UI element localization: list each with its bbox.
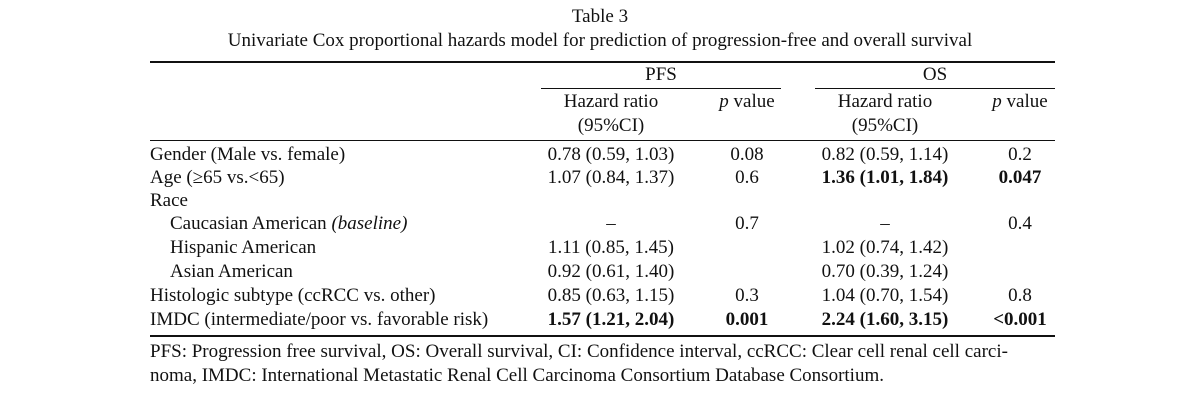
header-rule bbox=[150, 140, 1055, 141]
row-caucasian-pfs-hr: – bbox=[606, 213, 616, 234]
table-footnote: PFS: Progression free survival, OS: Over… bbox=[150, 340, 1055, 388]
row-histologic-label: Histologic subtype (ccRCC vs. other) bbox=[150, 285, 436, 306]
pfs-p-value-header: p value bbox=[712, 90, 782, 114]
pfs-group-underline bbox=[541, 88, 781, 89]
row-age-os-hr: 1.36 (1.01, 1.84) bbox=[821, 167, 949, 188]
os-group-header: OS bbox=[922, 64, 948, 85]
row-asian-os-hr: 0.70 (0.39, 1.24) bbox=[821, 261, 949, 282]
row-gender-os-hr: 0.82 (0.59, 1.14) bbox=[821, 144, 949, 165]
row-age-pfs-p: 0.6 bbox=[735, 167, 759, 188]
row-caucasian-label: Caucasian American (baseline) bbox=[170, 213, 407, 235]
row-asian-pfs-hr: 0.92 (0.61, 1.40) bbox=[547, 261, 675, 282]
row-imdc-os-hr: 2.24 (1.60, 3.15) bbox=[821, 309, 949, 330]
row-imdc-label: IMDC (intermediate/poor vs. favorable ri… bbox=[150, 309, 489, 330]
row-histologic-os-hr: 1.04 (0.70, 1.54) bbox=[821, 285, 949, 306]
row-age-os-p: 0.047 bbox=[998, 167, 1042, 188]
hazard-ratio-line1: Hazard ratio bbox=[837, 91, 933, 112]
row-hispanic-label: Hispanic American bbox=[170, 237, 317, 258]
os-p-value-header: p value bbox=[985, 90, 1055, 114]
row-histologic-pfs-p: 0.3 bbox=[735, 285, 759, 306]
bottom-rule bbox=[150, 335, 1055, 337]
hazard-ratio-line1: Hazard ratio bbox=[563, 91, 659, 112]
row-imdc-pfs-p: 0.001 bbox=[725, 309, 769, 330]
row-age-pfs-hr: 1.07 (0.84, 1.37) bbox=[547, 167, 675, 188]
row-gender-pfs-hr: 0.78 (0.59, 1.03) bbox=[547, 144, 675, 165]
row-gender-label: Gender (Male vs. female) bbox=[150, 144, 346, 165]
row-gender-pfs-p: 0.08 bbox=[730, 144, 764, 165]
table-number: Table 3 bbox=[571, 6, 629, 27]
row-hispanic-os-hr: 1.02 (0.74, 1.42) bbox=[821, 237, 949, 258]
pfs-group-header: PFS bbox=[645, 64, 677, 85]
row-age-label: Age (≥65 vs.<65) bbox=[150, 167, 285, 188]
row-caucasian-pfs-p: 0.7 bbox=[735, 213, 759, 234]
value-word: value bbox=[728, 91, 775, 112]
p-symbol: p bbox=[992, 91, 1002, 112]
table-caption: Univariate Cox proportional hazards mode… bbox=[227, 30, 973, 51]
row-asian-label: Asian American bbox=[170, 261, 293, 282]
hazard-ratio-line2: (95%CI) bbox=[851, 115, 919, 136]
row-imdc-os-p: <0.001 bbox=[993, 309, 1047, 330]
footnote-line: PFS: Progression free survival, OS: Over… bbox=[150, 341, 1008, 362]
row-histologic-pfs-hr: 0.85 (0.63, 1.15) bbox=[547, 285, 675, 306]
pfs-hazard-ratio-header: Hazard ratio (95%CI) bbox=[541, 90, 681, 138]
footnote-line: noma, IMDC: International Metastatic Ren… bbox=[150, 365, 884, 386]
hazard-ratio-line2: (95%CI) bbox=[577, 115, 645, 136]
baseline-tag: (baseline) bbox=[331, 213, 408, 234]
os-hazard-ratio-header: Hazard ratio (95%CI) bbox=[815, 90, 955, 138]
row-gender-os-p: 0.2 bbox=[1008, 144, 1032, 165]
row-imdc-pfs-hr: 1.57 (1.21, 2.04) bbox=[547, 309, 675, 330]
os-group-underline bbox=[815, 88, 1055, 89]
caucasian-label-text: Caucasian American bbox=[170, 213, 332, 234]
value-word: value bbox=[1001, 91, 1048, 112]
p-symbol: p bbox=[719, 91, 729, 112]
row-caucasian-os-p: 0.4 bbox=[1008, 213, 1032, 234]
row-race-label: Race bbox=[150, 190, 188, 211]
top-rule bbox=[150, 61, 1055, 63]
row-caucasian-os-hr: – bbox=[880, 213, 890, 234]
row-hispanic-pfs-hr: 1.11 (0.85, 1.45) bbox=[548, 237, 674, 258]
row-histologic-os-p: 0.8 bbox=[1008, 285, 1032, 306]
